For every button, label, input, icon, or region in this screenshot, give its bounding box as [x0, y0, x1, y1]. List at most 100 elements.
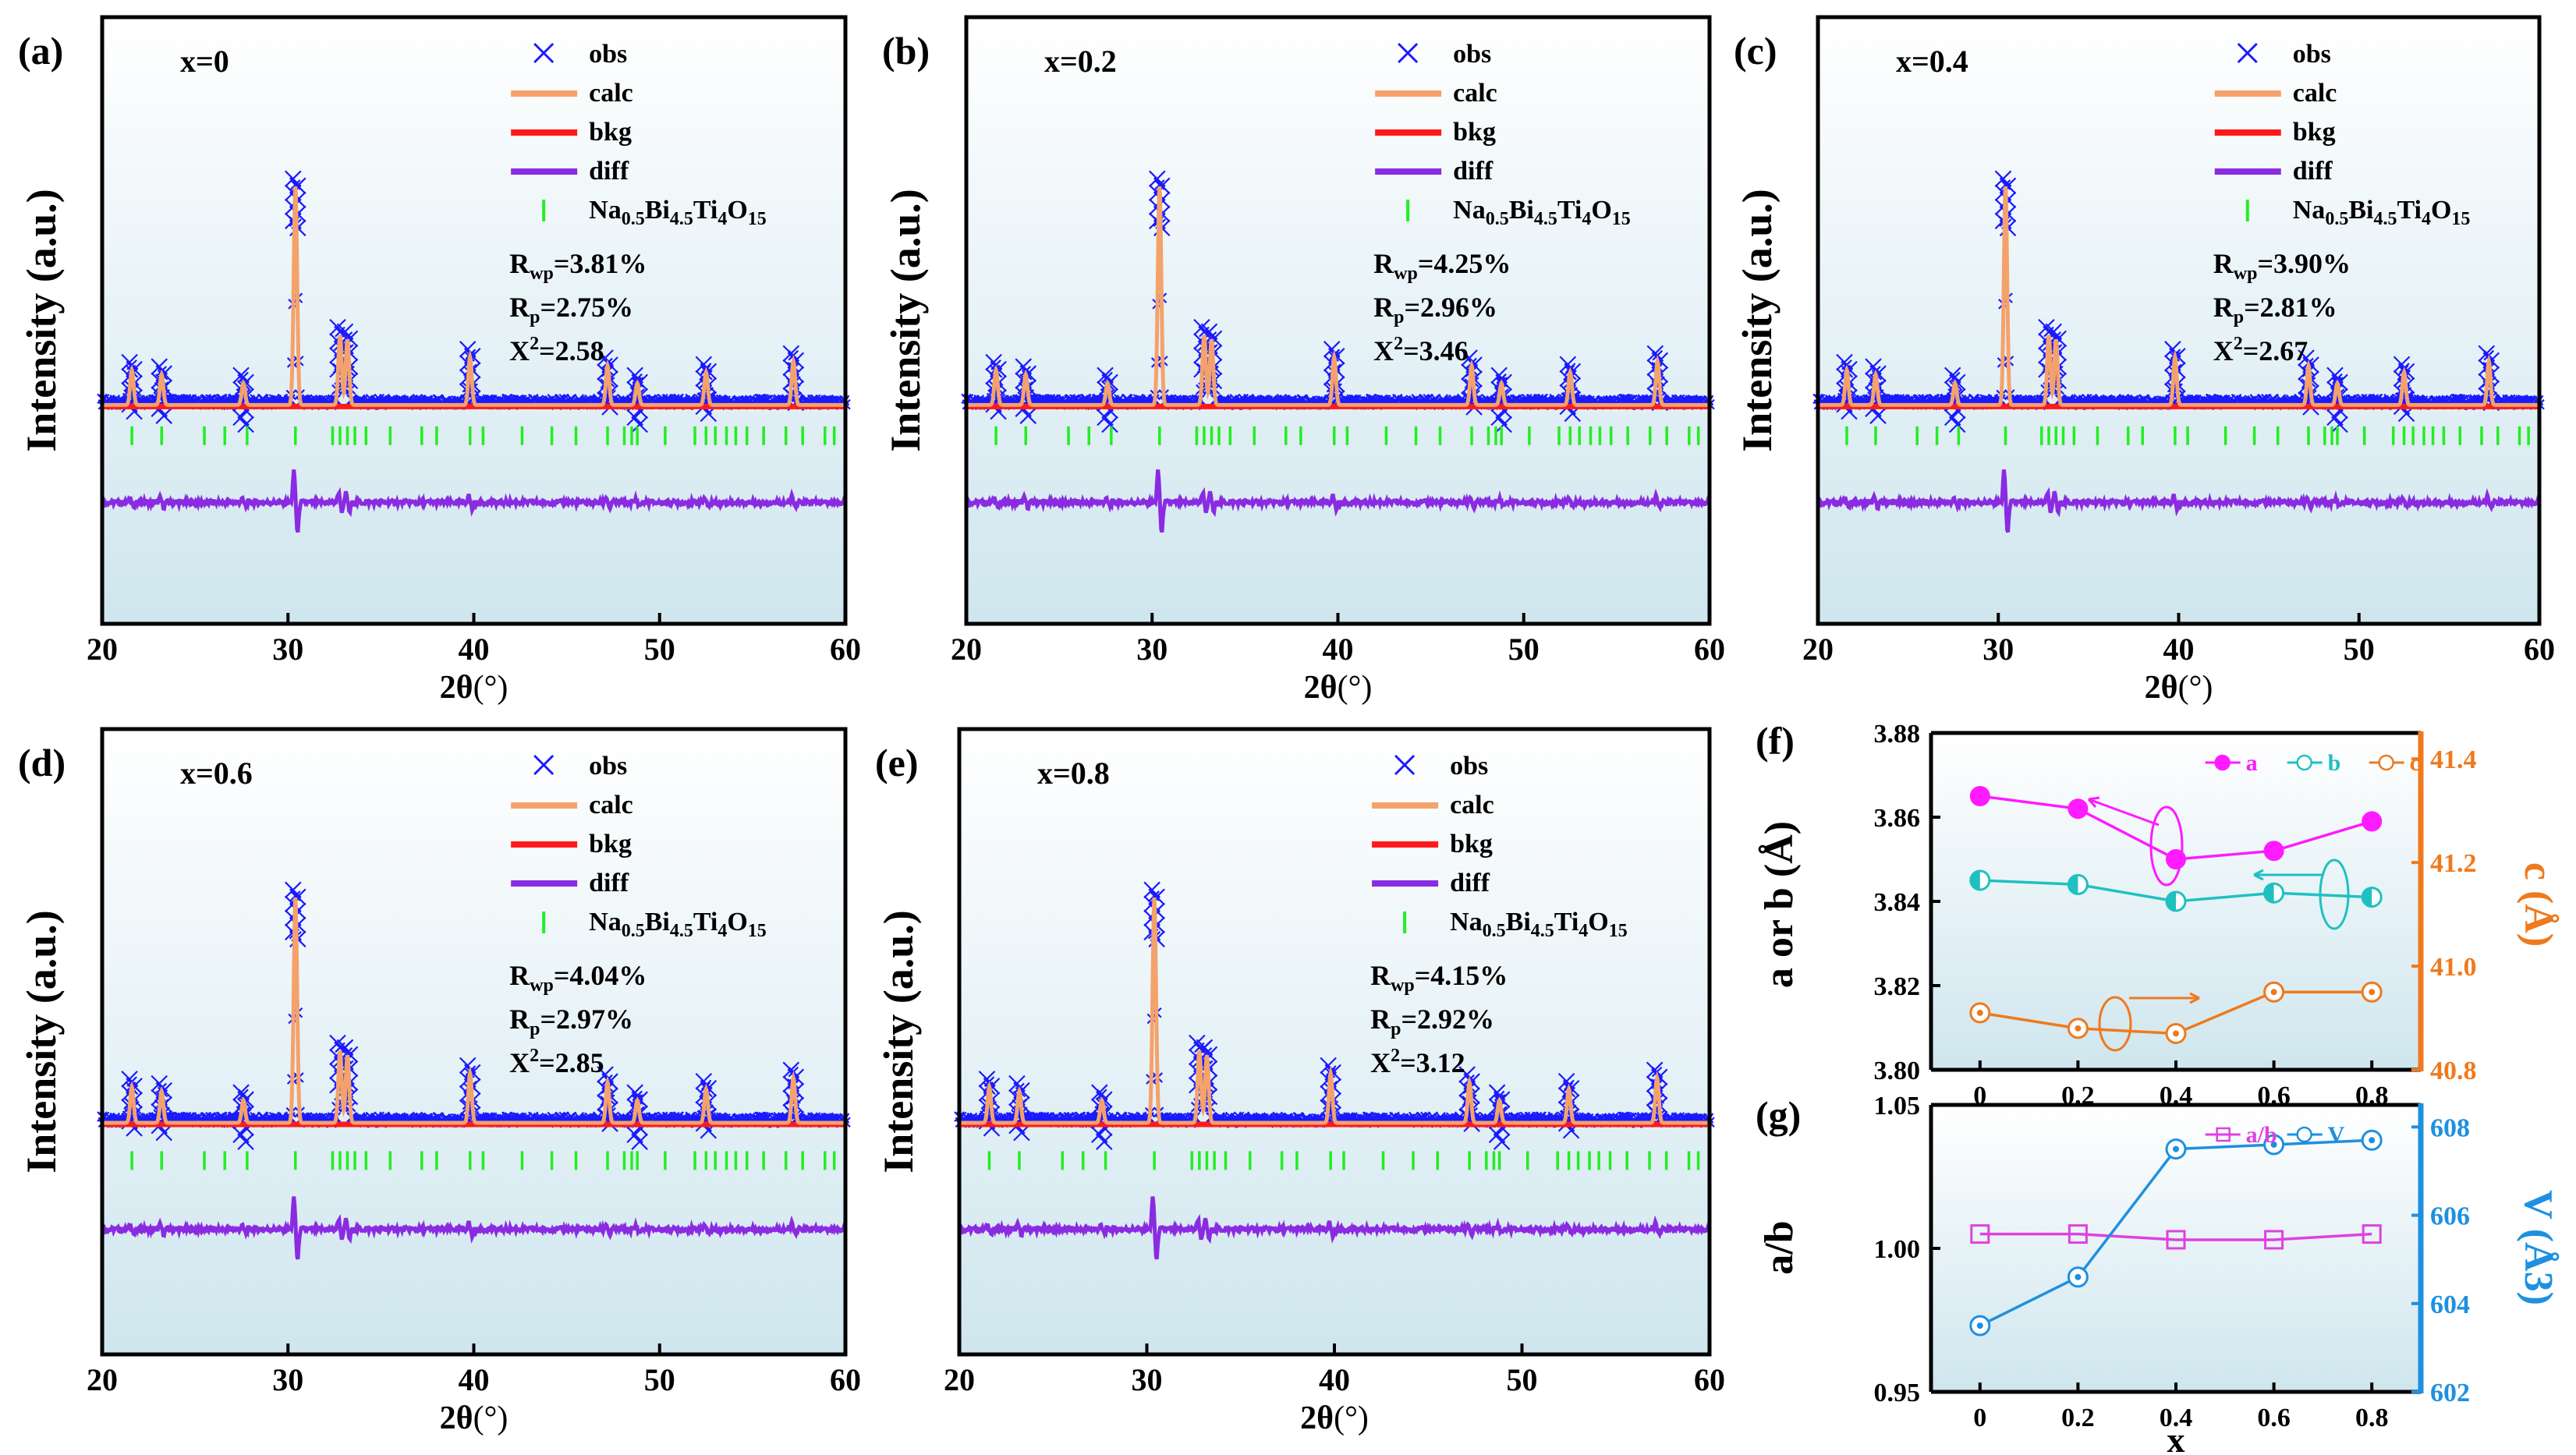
text-part: R	[509, 1004, 530, 1035]
composition-label: x=0	[180, 44, 229, 79]
stat-rp: Rp=2.97%	[509, 1004, 633, 1039]
legend-calc-label: calc	[1453, 79, 1497, 108]
x-tick-label: 20	[951, 632, 982, 667]
text-part: (°)	[1338, 670, 1373, 706]
text-part: 0.5	[1486, 209, 1509, 229]
x-axis-label: 2θ(°)	[1304, 670, 1373, 706]
x-tick-label: 0.4	[2160, 1404, 2193, 1432]
text-part: O	[727, 908, 747, 936]
series-point-a/b	[2264, 1230, 2284, 1250]
text-part: =2.96%	[1405, 292, 1498, 323]
legend-phase-label: Na0.5Bi4.5Ti4O15	[1453, 196, 1631, 229]
series-point-dot	[2270, 1141, 2277, 1148]
legend-marker	[2296, 1126, 2312, 1143]
stat-rwp: Rwp=4.25%	[1373, 248, 1511, 284]
legend-bkg-label: bkg	[1450, 830, 1493, 858]
text-part: (°)	[473, 670, 508, 706]
text-part: =4.15%	[1415, 960, 1508, 991]
stat-rp: Rp=2.81%	[2213, 292, 2337, 327]
calc-series	[959, 897, 1710, 1125]
text-part: p	[530, 307, 540, 327]
text-part: p	[1394, 307, 1404, 327]
x-tick-label: 0.6	[2257, 1404, 2291, 1432]
text-part: 4	[718, 921, 727, 941]
text-part: 2	[1391, 1046, 1400, 1066]
text-part: =2.97%	[540, 1004, 634, 1035]
text-part: =2.81%	[2244, 292, 2337, 323]
text-part: Ti	[1554, 908, 1579, 936]
legend-obs-label: obs	[589, 752, 627, 781]
stat-rwp: Rwp=3.90%	[2213, 248, 2351, 284]
series-point-half	[2068, 875, 2078, 894]
text-part: Ti	[693, 908, 718, 936]
y-tick-label: 3.88	[1874, 720, 1921, 749]
x-tick-label: 0	[1973, 1404, 1986, 1432]
text-part: =2.85	[539, 1047, 604, 1078]
text-part: X	[1370, 1047, 1391, 1078]
text-part: Bi	[645, 908, 670, 936]
y-right-tick-label: 604	[2430, 1290, 2470, 1319]
series-point-a/b	[2068, 1224, 2088, 1244]
legend-bkg-label: bkg	[2293, 118, 2336, 147]
series-point-a/b	[1970, 1224, 1990, 1244]
text-part: O	[1591, 196, 1611, 225]
annotation-ellipse-a	[2149, 805, 2184, 887]
text-part: p	[530, 1019, 540, 1039]
y-right-tick-label: 41.4	[2430, 745, 2477, 774]
legend-label-a: a	[2246, 750, 2258, 776]
text-part: R	[509, 960, 530, 991]
text-part: 4	[2422, 209, 2431, 229]
text-part: =2.92%	[1401, 1004, 1494, 1035]
text-part: 0.5	[622, 921, 645, 941]
text-part: =2.75%	[540, 292, 634, 323]
xrd-panel-1: 20 30 40 50 60 2θ(°) Intensity (a.u.) (a) x=0 obs…	[18, 15, 861, 706]
text-part: R	[2213, 292, 2234, 323]
plot-background	[1818, 17, 2539, 624]
panel-label: (e)	[875, 741, 919, 784]
x-axis-label: x	[2167, 1420, 2185, 1455]
x-tick-label: 20	[87, 1362, 118, 1397]
plot-background	[102, 17, 845, 624]
y-axis-label: Intensity (a.u.)	[18, 189, 65, 452]
stat-chi2: X2=2.67	[2213, 334, 2308, 366]
text-part: wp	[1394, 264, 1418, 284]
x-tick-label: 20	[944, 1362, 975, 1397]
panel-label: (f)	[1756, 719, 1795, 763]
text-part: Na	[1450, 908, 1483, 936]
series-point-a/b	[2166, 1230, 2186, 1250]
text-part: 4	[1579, 921, 1588, 941]
legend-obs-label: obs	[589, 40, 627, 69]
text-part: Bi	[645, 196, 670, 225]
stat-rwp: Rwp=4.15%	[1370, 960, 1508, 996]
stat-chi2: X2=3.46	[1373, 334, 1469, 366]
panel-label: (d)	[18, 741, 66, 784]
plot-background	[102, 729, 845, 1354]
y-tick-label: 0.95	[1874, 1379, 1921, 1407]
text-part: R	[1373, 248, 1394, 279]
text-part: Bi	[2348, 196, 2373, 225]
y-axis-label: a or b (Å)	[1757, 821, 1802, 988]
y-right-tick-label: 602	[2430, 1379, 2470, 1407]
composition-label: x=0.4	[1896, 44, 1968, 79]
ratio-panel-g: 0 0.2 0.4 0.6 0.8 0.95 1.00 1.05 602 604 606 608 a/b…	[1756, 1092, 2560, 1455]
series-point-dot	[2075, 1273, 2082, 1280]
legend-obs-marker	[1398, 42, 1419, 64]
y-right-tick-label: 40.8	[2430, 1057, 2477, 1085]
series-point-a	[2068, 798, 2089, 820]
text-part: (°)	[1334, 1400, 1369, 1436]
y-tick-label: 3.84	[1874, 888, 1921, 917]
text-part: =3.46	[1403, 335, 1469, 366]
x-tick-label: 40	[2163, 632, 2195, 667]
legend-bkg-label: bkg	[589, 830, 632, 858]
panel-label: (b)	[882, 29, 930, 73]
y-right-tick-label: 41.2	[2430, 849, 2477, 878]
series-point-dot	[1976, 1322, 1983, 1329]
x-tick-label: 50	[644, 1362, 675, 1397]
text-part: 4.5	[670, 209, 693, 229]
y-tick-label: 3.82	[1874, 972, 1921, 1001]
text-part: R	[509, 292, 530, 323]
composition-label: x=0.6	[180, 756, 253, 791]
y-tick-label: 3.80	[1874, 1057, 1921, 1085]
stat-rp: Rp=2.96%	[1373, 292, 1497, 327]
